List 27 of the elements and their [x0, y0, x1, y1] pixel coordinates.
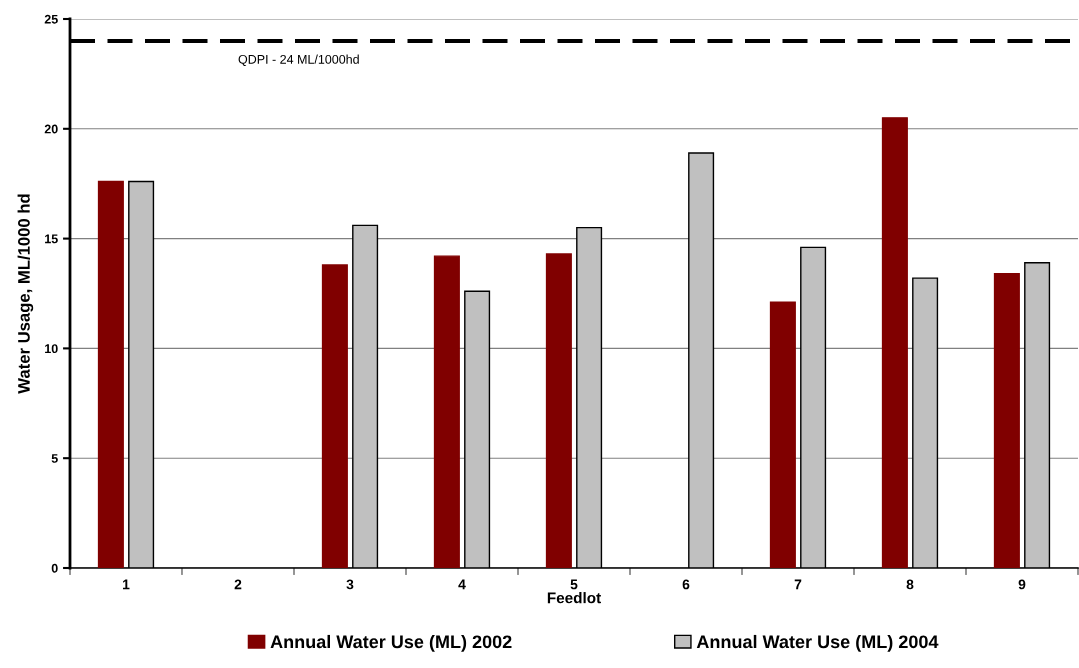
- y-tick-label: 25: [44, 14, 58, 24]
- x-tick-label: 4: [458, 579, 466, 590]
- x-tick-label: 3: [346, 579, 354, 590]
- x-tick-label: 9: [1018, 579, 1026, 590]
- legend-label: Annual Water Use (ML) 2004: [696, 634, 939, 652]
- y-tick-label: 15: [45, 234, 58, 244]
- bar: [321, 264, 348, 568]
- y-tick-label: 20: [44, 124, 58, 134]
- bar: [881, 117, 908, 568]
- y-tick-label: 5: [51, 454, 58, 463]
- bar: [993, 273, 1020, 568]
- x-tick-label: 2: [234, 579, 242, 590]
- x-tick-label: 6: [682, 579, 690, 590]
- y-tick-label: 10: [45, 344, 58, 354]
- ref-line-label: QDPI - 24 ML/1000hd: [238, 54, 359, 66]
- legend-label: Annual Water Use (ML) 2002: [270, 634, 512, 652]
- x-axis-title: Feedlot: [547, 592, 601, 604]
- x-tick-label: 7: [794, 579, 802, 590]
- bar: [545, 253, 572, 568]
- x-tick-label: 8: [906, 579, 914, 590]
- x-tick-label: 1: [123, 579, 130, 590]
- bar: [769, 301, 796, 568]
- y-tick-label: 0: [51, 563, 58, 573]
- bar: [97, 180, 124, 568]
- bar: [433, 255, 460, 568]
- x-tick-label: 5: [570, 579, 578, 590]
- y-axis-title: Water Usage, ML/1000 hd: [17, 194, 34, 394]
